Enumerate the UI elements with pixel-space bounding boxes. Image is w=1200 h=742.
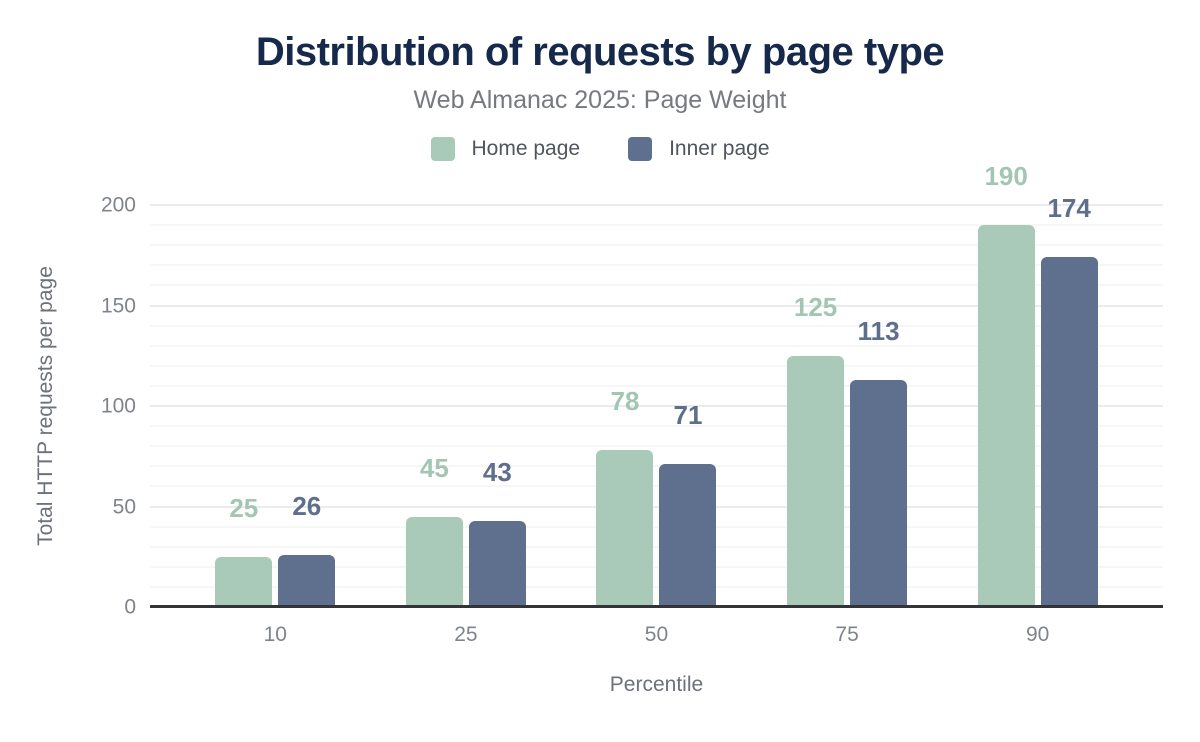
- y-tick-label: 200: [100, 193, 136, 217]
- bar-inner-page: 174: [1040, 195, 1098, 607]
- minor-gridline: [150, 344, 1163, 347]
- x-tick-label: 50: [644, 623, 669, 646]
- plot-area: Total HTTP requests per page 25 26 10 45 43 2…: [34, 163, 1163, 696]
- y-tick-label: 50: [112, 495, 136, 518]
- minor-gridline: [150, 224, 1163, 227]
- bar-value-label: 125: [793, 291, 838, 322]
- bar-group: 25 26 10: [180, 205, 371, 646]
- bar-value-label: 45: [419, 452, 449, 483]
- y-tick-label: 0: [124, 595, 136, 619]
- x-tick-label: 75: [835, 623, 859, 646]
- minor-gridline: [150, 324, 1163, 327]
- bar-group: 78 71 50: [561, 205, 752, 646]
- major-gridline: [150, 204, 1163, 206]
- bar-home-page: 78: [596, 388, 654, 607]
- major-gridline: [150, 405, 1163, 407]
- bar-value-label: 78: [610, 386, 640, 417]
- bar-home-page: 25: [215, 495, 273, 607]
- y-tick-label: 100: [100, 394, 136, 418]
- bar-value-label: 174: [1047, 193, 1091, 224]
- bar-home-page: 190: [977, 163, 1035, 607]
- legend-label: Inner page: [669, 137, 770, 160]
- minor-gridline: [150, 465, 1163, 468]
- minor-gridline: [150, 565, 1163, 568]
- minor-gridline: [150, 445, 1163, 448]
- minor-gridline: [150, 545, 1163, 548]
- bar-inner-page: 71: [659, 402, 717, 607]
- x-tick-label: 10: [263, 623, 287, 646]
- minor-gridline: [150, 364, 1163, 367]
- bar-group: 190 174 90: [942, 163, 1133, 646]
- major-gridline: [150, 505, 1163, 508]
- x-axis-title: Percentile: [609, 673, 704, 696]
- legend-swatch-home-page: [430, 137, 455, 161]
- minor-gridline: [150, 284, 1163, 287]
- x-tick-label: 90: [1025, 623, 1050, 646]
- legend-swatch-inner-page: [628, 137, 653, 161]
- legend: Home page Inner page: [0, 137, 1200, 161]
- bar-value-label: 190: [984, 161, 1028, 192]
- y-axis-title: Total HTTP requests per page: [34, 266, 57, 546]
- bar-home-page: 45: [405, 455, 463, 607]
- minor-gridline: [150, 384, 1163, 387]
- bar-home-page: 125: [787, 294, 845, 607]
- minor-gridline: [150, 425, 1163, 428]
- chart-subtitle: Web Almanac 2025: Page Weight: [413, 86, 787, 114]
- bar-value-label: 25: [229, 492, 259, 523]
- bar-inner-page: 43: [468, 459, 526, 607]
- bar-inner-page: 26: [278, 493, 336, 607]
- bar-value-label: 43: [482, 456, 512, 487]
- x-tick-label: 25: [454, 623, 478, 646]
- legend-item-home-page: Home page: [430, 137, 581, 161]
- bar-inner-page: 113: [850, 318, 908, 607]
- bar-groups: 25 26 10 45 43 25 78 71 50 125 113 75 190 174 90: [150, 163, 1163, 646]
- bar-group: 125 113 75: [752, 205, 943, 646]
- minor-gridline: [150, 264, 1163, 267]
- legend-label: Home page: [471, 137, 581, 160]
- bar-value-label: 26: [292, 490, 322, 521]
- minor-gridline: [150, 525, 1163, 528]
- major-gridline: [150, 304, 1163, 307]
- bar-value-label: 71: [673, 400, 703, 431]
- minor-gridline: [150, 485, 1163, 488]
- bar-group: 45 43 25: [371, 205, 562, 646]
- legend-item-inner-page: Inner page: [628, 137, 770, 161]
- chart-title: Distribution of requests by page type: [255, 30, 945, 74]
- minor-gridline: [150, 244, 1163, 247]
- minor-gridline: [150, 585, 1163, 588]
- bar-value-label: 113: [857, 315, 900, 346]
- x-axis-line: [150, 605, 1163, 608]
- y-tick-label: 150: [100, 294, 136, 317]
